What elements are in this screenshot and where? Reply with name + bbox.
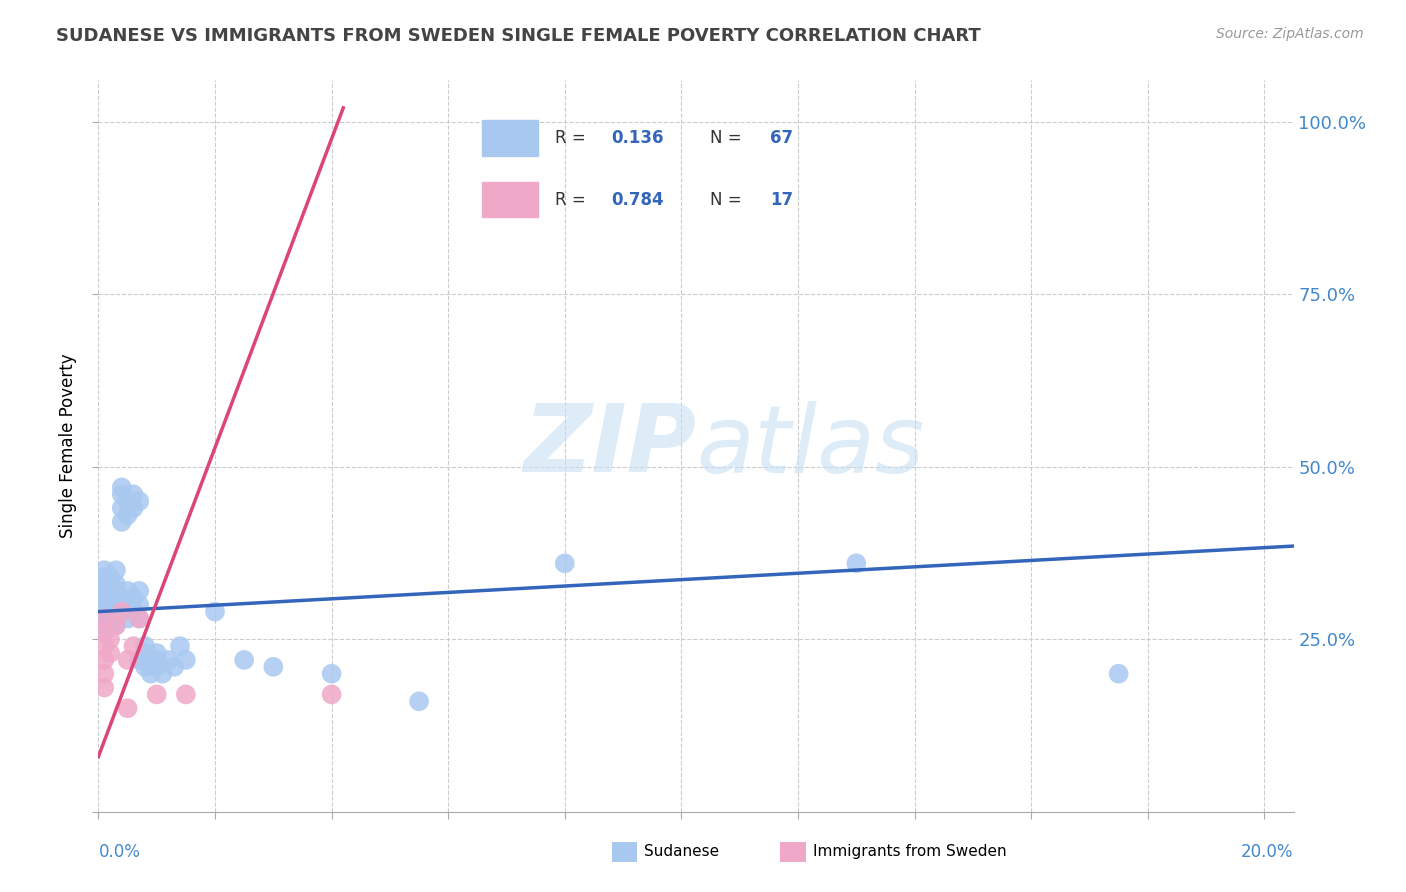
Point xyxy=(145,687,167,701)
Point xyxy=(93,583,115,598)
Point xyxy=(128,583,150,598)
Point xyxy=(104,618,127,632)
Point xyxy=(98,570,121,584)
Point xyxy=(93,625,115,640)
Point xyxy=(93,591,115,605)
Point xyxy=(111,480,134,494)
Point xyxy=(93,611,115,625)
Point xyxy=(111,501,134,516)
Point xyxy=(139,653,162,667)
Point xyxy=(104,618,127,632)
Text: 20.0%: 20.0% xyxy=(1241,843,1294,861)
Point xyxy=(98,591,121,605)
Point xyxy=(111,515,134,529)
Point xyxy=(122,487,145,501)
Point xyxy=(93,563,115,577)
Point xyxy=(93,625,115,640)
Point xyxy=(117,653,139,667)
Point xyxy=(111,591,134,605)
Point xyxy=(145,653,167,667)
Point xyxy=(104,563,127,577)
Point xyxy=(139,666,162,681)
Text: Source: ZipAtlas.com: Source: ZipAtlas.com xyxy=(1216,27,1364,41)
Point xyxy=(111,605,134,619)
Point xyxy=(93,653,115,667)
Point xyxy=(122,605,145,619)
Point xyxy=(163,660,186,674)
Point xyxy=(98,605,121,619)
Text: Sudanese: Sudanese xyxy=(644,845,718,859)
Point xyxy=(145,660,167,674)
Point xyxy=(233,653,256,667)
Point xyxy=(122,501,145,516)
Point xyxy=(117,611,139,625)
Point xyxy=(117,494,139,508)
Point xyxy=(117,583,139,598)
Point xyxy=(169,639,191,653)
Point xyxy=(104,611,127,625)
Point xyxy=(122,639,145,653)
Point xyxy=(93,639,115,653)
Point xyxy=(134,660,156,674)
Point xyxy=(128,494,150,508)
Text: 0.0%: 0.0% xyxy=(98,843,141,861)
Point xyxy=(93,666,115,681)
Point xyxy=(321,666,343,681)
Point xyxy=(128,653,150,667)
Point xyxy=(93,598,115,612)
Point xyxy=(845,557,868,571)
Point xyxy=(104,583,127,598)
Point xyxy=(93,570,115,584)
Point xyxy=(111,605,134,619)
Point xyxy=(104,577,127,591)
Point xyxy=(157,653,180,667)
Point xyxy=(98,632,121,647)
Point xyxy=(174,653,197,667)
Point xyxy=(128,611,150,625)
Point xyxy=(93,618,115,632)
Point xyxy=(93,681,115,695)
Text: Immigrants from Sweden: Immigrants from Sweden xyxy=(813,845,1007,859)
Point xyxy=(93,611,115,625)
Point xyxy=(104,591,127,605)
Point xyxy=(134,639,156,653)
Point xyxy=(93,605,115,619)
Point xyxy=(98,583,121,598)
Point xyxy=(145,646,167,660)
Point xyxy=(104,605,127,619)
Point xyxy=(117,508,139,522)
Point xyxy=(122,591,145,605)
Point xyxy=(104,598,127,612)
Point xyxy=(111,487,134,501)
Point xyxy=(98,618,121,632)
Point xyxy=(98,646,121,660)
Point xyxy=(1108,666,1130,681)
Y-axis label: Single Female Poverty: Single Female Poverty xyxy=(59,354,77,538)
Point xyxy=(174,687,197,701)
Point xyxy=(408,694,430,708)
Point xyxy=(98,577,121,591)
Point xyxy=(93,577,115,591)
Point xyxy=(128,598,150,612)
Point xyxy=(117,598,139,612)
Point xyxy=(262,660,284,674)
Point xyxy=(554,557,576,571)
Text: SUDANESE VS IMMIGRANTS FROM SWEDEN SINGLE FEMALE POVERTY CORRELATION CHART: SUDANESE VS IMMIGRANTS FROM SWEDEN SINGL… xyxy=(56,27,981,45)
Point xyxy=(98,598,121,612)
Text: ZIP: ZIP xyxy=(523,400,696,492)
Point xyxy=(98,611,121,625)
Point xyxy=(117,701,139,715)
Point xyxy=(128,611,150,625)
Point xyxy=(204,605,226,619)
Text: atlas: atlas xyxy=(696,401,924,491)
Point xyxy=(134,646,156,660)
Point xyxy=(321,687,343,701)
Point xyxy=(152,666,174,681)
